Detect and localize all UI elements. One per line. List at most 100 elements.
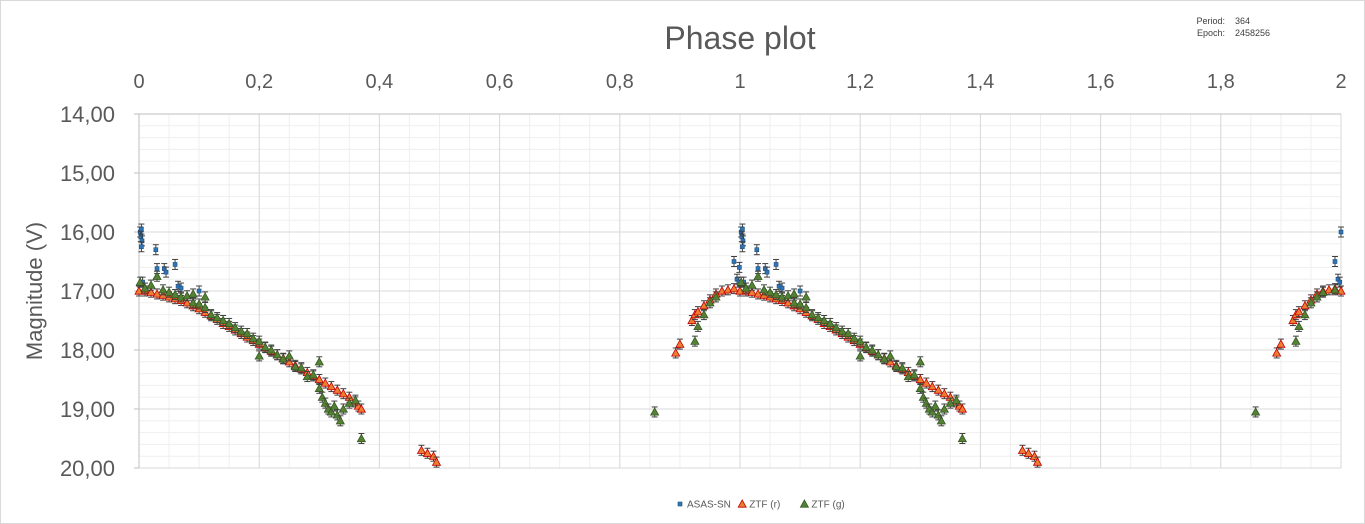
marker-triangle [930, 401, 941, 410]
ztf-g-point [1330, 284, 1340, 296]
ztf-g-point [819, 315, 829, 326]
ztf-g-point [747, 279, 757, 291]
ztf-g-point [284, 350, 294, 362]
marker-triangle [819, 315, 829, 325]
marker-square [773, 262, 779, 267]
asas-sn-point [152, 244, 159, 256]
ztf-r-point [675, 338, 685, 350]
marker-triangle [1250, 407, 1261, 416]
marker-triangle [1330, 284, 1340, 294]
marker-triangle [1032, 457, 1043, 466]
ztf-g-point [885, 350, 895, 362]
ztf-g-point [266, 344, 276, 356]
ztf-g-point [1294, 320, 1304, 332]
marker-triangle [284, 351, 294, 360]
ztf-g-point [296, 362, 306, 374]
legend: ASAS-SN ZTF (r) ZTF (g) [677, 499, 845, 511]
x-tick-label: 1,6 [1087, 71, 1115, 93]
ztf-g-point [909, 369, 919, 381]
ztf-g-point [314, 382, 324, 394]
marker-square [754, 247, 760, 252]
legend-entry: ASAS-SN [677, 500, 731, 511]
ztf-g-point [801, 291, 811, 303]
marker-triangle [711, 292, 721, 301]
marker-triangle [675, 339, 685, 348]
ztf-r-point [338, 388, 349, 400]
marker-triangle [753, 289, 763, 298]
ztf-g-point [831, 322, 841, 334]
marker-triangle [693, 306, 703, 316]
x-tick-label: 1,2 [846, 71, 874, 93]
ztf-g-point [690, 335, 700, 347]
marker-triangle [795, 299, 805, 308]
ztf-g-point [158, 284, 168, 296]
ztf-r-point [356, 403, 367, 415]
ztf-g-point [242, 327, 252, 339]
legend-marker [677, 501, 683, 507]
ztf-r-point [431, 456, 442, 468]
ztf-g-point [1312, 291, 1322, 303]
ztf-r-point [753, 288, 763, 300]
ztf-g-point [236, 325, 246, 337]
ztf-r-point [939, 388, 950, 400]
marker-triangle [957, 404, 968, 413]
marker-triangle [218, 315, 228, 325]
ztf-g-point [200, 291, 210, 303]
marker-triangle [416, 445, 427, 454]
marker-triangle [705, 297, 715, 307]
marker-square [755, 266, 761, 271]
ztf-g-point [711, 291, 721, 303]
marker-triangle [933, 385, 944, 394]
ztf-g-point [182, 290, 192, 302]
ztf-g-point [1300, 309, 1310, 321]
ztf-g-point [693, 320, 703, 332]
ztf-g-point [705, 297, 715, 309]
marker-triangle [671, 348, 681, 357]
ztf-g-point [861, 341, 871, 353]
ztf-r-point [332, 384, 343, 396]
asas-sn-point [138, 241, 145, 253]
ztf-g-point [1306, 297, 1316, 309]
ztf-g-point [1291, 335, 1301, 347]
ztf-g-point [649, 406, 660, 418]
marker-square [797, 288, 803, 294]
marker-triangle [936, 415, 947, 425]
ztf-g-point [807, 309, 817, 321]
marker-triangle [1312, 292, 1322, 301]
x-tick-label: 1,4 [966, 71, 994, 93]
ztf-g-point [335, 415, 346, 427]
asas-sn-point [1336, 276, 1343, 288]
asas-sn-point [797, 285, 804, 297]
ztf-g-point [939, 403, 950, 415]
marker-triangle [861, 342, 871, 351]
ztf-g-point [224, 317, 234, 329]
marker-triangle [248, 333, 258, 342]
marker-triangle [915, 356, 925, 366]
ztf-g-point [849, 332, 859, 344]
marker-square [139, 244, 144, 250]
marker-triangle [873, 349, 883, 359]
marker-square [153, 247, 159, 252]
marker-triangle [431, 457, 442, 466]
marker-triangle [314, 356, 324, 366]
ztf-g-point [188, 297, 198, 309]
asas-sn-point [163, 266, 170, 278]
ztf-g-point [795, 298, 805, 310]
marker-triangle [338, 388, 349, 398]
x-tick-label: 2 [1335, 71, 1346, 93]
marker-triangle [849, 333, 859, 342]
marker-triangle [200, 292, 210, 301]
ztf-r-point [314, 374, 324, 385]
marker-triangle [939, 404, 950, 413]
marker-triangle [783, 297, 793, 307]
y-tick-label: 16,00 [60, 220, 115, 245]
ztf-g-point [260, 341, 270, 353]
marker-square [1338, 229, 1344, 235]
marker-triangle [729, 283, 739, 293]
marker-triangle [338, 404, 349, 413]
series-0 [137, 223, 1344, 297]
legend-entry: ZTF (r) [737, 499, 780, 511]
x-tick-label: 0,6 [486, 71, 514, 93]
ztf-g-point [957, 433, 968, 444]
marker-triangle [690, 336, 700, 345]
